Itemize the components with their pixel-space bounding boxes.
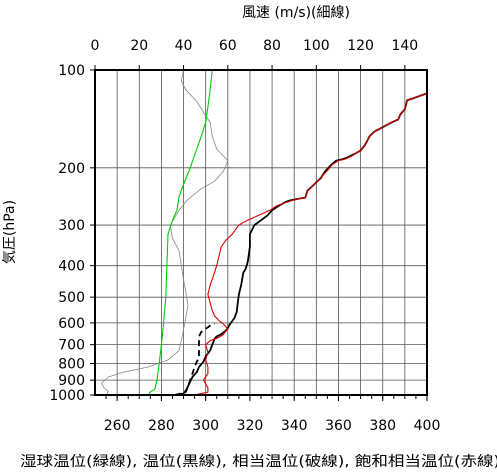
bottom-tick-label: 400 [414, 418, 441, 434]
plot-frame [94, 69, 428, 396]
series-line-saturated-equivalent-potential-temperature [194, 92, 427, 395]
bottom-axis-label: 湿球温位(緑線), 温位(黒線), 相当温位(破線), 飽和相当温位(赤線) [20, 453, 497, 470]
left-tick-label: 900 [58, 373, 85, 389]
bottom-tick-label: 320 [237, 418, 264, 434]
bottom-tick-label: 260 [104, 418, 131, 434]
top-tick-label: 0 [91, 38, 100, 54]
series-group [101, 70, 427, 395]
left-tick-label: 700 [58, 338, 85, 354]
bottom-tick-label: 380 [369, 418, 396, 434]
left-tick-label: 400 [58, 259, 85, 275]
top-axis-label: 風速 (m/s)(細線) [242, 5, 350, 21]
top-tick-label: 20 [130, 38, 148, 54]
bottom-tick-label: 280 [148, 418, 175, 434]
left-tick-label: 100 [58, 63, 85, 79]
top-tick-label: 140 [391, 38, 418, 54]
left-axis-label: 気圧(hPa) [2, 200, 18, 264]
top-tick-label: 40 [175, 38, 193, 54]
left-tick-label: 200 [58, 161, 85, 177]
bottom-tick-label: 340 [281, 418, 308, 434]
left-tick-label: 300 [58, 218, 85, 234]
bottom-tick-label: 300 [192, 418, 219, 434]
left-tick-label: 600 [58, 316, 85, 332]
series-line-wind-speed [101, 70, 229, 395]
left-tick-label: 800 [58, 357, 85, 373]
top-tick-label: 80 [263, 38, 281, 54]
left-tick-label: 1000 [49, 388, 85, 404]
bottom-tick-label: 360 [325, 418, 352, 434]
top-tick-label: 100 [303, 38, 330, 54]
series-line-wet-bulb-potential-temperature [147, 70, 213, 395]
top-tick-label: 120 [347, 38, 374, 54]
left-tick-label: 500 [58, 290, 85, 306]
top-tick-label: 60 [219, 38, 237, 54]
